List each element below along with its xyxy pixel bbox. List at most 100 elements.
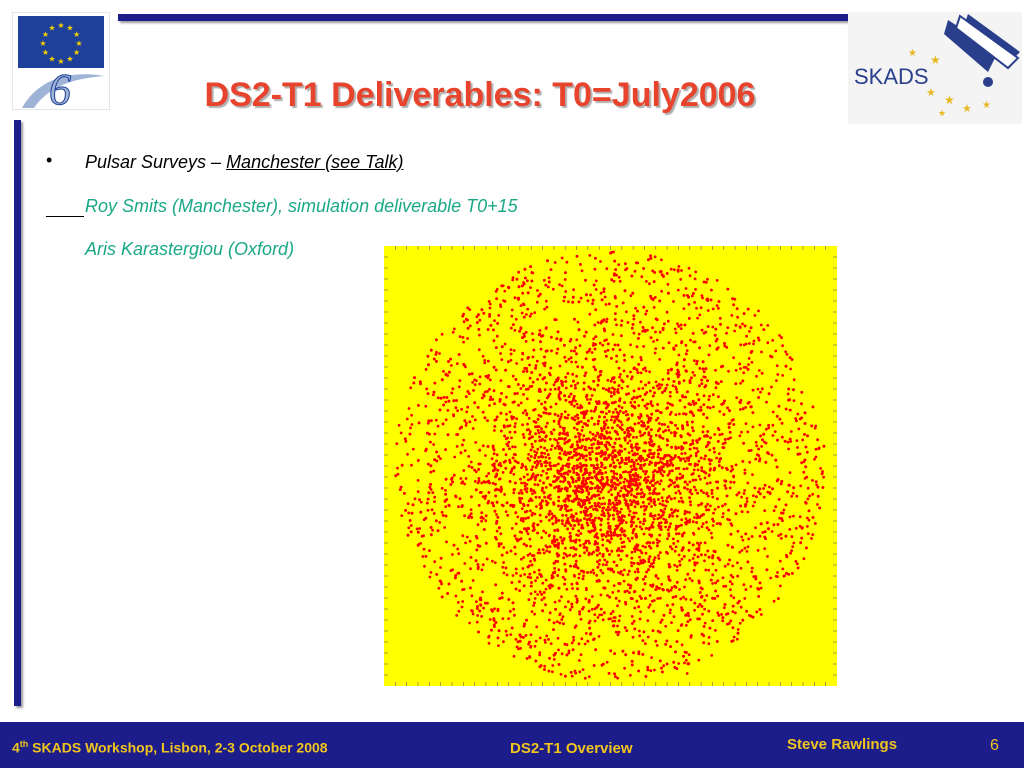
scatter-point	[623, 626, 627, 629]
scatter-point	[751, 504, 755, 508]
scatter-point	[499, 305, 503, 308]
scatter-point	[627, 460, 631, 463]
scatter-point	[492, 389, 496, 393]
scatter-point	[491, 444, 495, 448]
scatter-point	[506, 436, 509, 440]
scatter-point	[746, 430, 750, 434]
scatter-point	[629, 370, 632, 374]
scatter-point	[633, 269, 637, 273]
scatter-point	[633, 570, 637, 574]
scatter-point	[614, 437, 618, 441]
scatter-point	[629, 470, 633, 474]
scatter-point	[521, 291, 525, 295]
scatter-point	[678, 472, 682, 476]
manchester-talk-link[interactable]: Manchester (see Talk)	[226, 152, 404, 172]
scatter-point	[647, 433, 651, 437]
scatter-point	[461, 600, 465, 603]
scatter-point	[684, 287, 688, 290]
scatter-point	[699, 409, 702, 412]
scatter-point	[692, 340, 696, 344]
scatter-point	[497, 488, 501, 492]
scatter-point	[663, 507, 667, 511]
scatter-point	[646, 665, 650, 669]
scatter-point	[621, 573, 625, 577]
scatter-point	[518, 496, 521, 500]
scatter-point	[603, 339, 606, 342]
scatter-point	[646, 454, 650, 457]
scatter-point	[773, 430, 777, 433]
scatter-point	[675, 478, 679, 481]
scatter-point	[743, 468, 747, 472]
scatter-point	[602, 424, 606, 428]
scatter-point	[738, 434, 742, 438]
skads-logo-text: SKADS	[854, 64, 929, 89]
scatter-point	[540, 598, 544, 602]
scatter-point	[533, 483, 537, 486]
scatter-point	[564, 486, 568, 489]
scatter-point	[451, 330, 455, 334]
scatter-point	[782, 508, 786, 512]
scatter-point	[752, 342, 755, 346]
scatter-point	[670, 547, 674, 551]
scatter-point	[606, 511, 610, 515]
scatter-point	[416, 479, 420, 482]
scatter-point	[673, 496, 677, 500]
scatter-point	[534, 579, 537, 583]
scatter-point	[658, 502, 662, 505]
scatter-point	[674, 431, 677, 435]
scatter-point	[692, 446, 696, 450]
scatter-point	[734, 382, 738, 386]
scatter-point	[488, 398, 492, 402]
scatter-point	[616, 458, 619, 462]
scatter-point	[606, 521, 610, 525]
scatter-point	[721, 512, 725, 515]
scatter-point	[674, 545, 678, 549]
scatter-point	[637, 337, 640, 340]
scatter-point	[591, 595, 594, 598]
scatter-point	[492, 623, 496, 627]
scatter-point	[792, 378, 796, 382]
scatter-point	[529, 633, 533, 637]
scatter-point	[511, 456, 515, 460]
scatter-point	[594, 288, 598, 291]
scatter-point	[648, 564, 652, 568]
scatter-point	[629, 294, 633, 298]
scatter-point	[745, 500, 749, 503]
scatter-point	[584, 632, 588, 635]
scatter-point	[630, 550, 634, 554]
scatter-point	[757, 396, 760, 399]
scatter-point	[777, 498, 781, 501]
scatter-point	[429, 488, 433, 491]
scatter-point	[639, 464, 643, 467]
scatter-point	[438, 408, 442, 412]
scatter-point	[533, 512, 537, 516]
scatter-point	[714, 327, 718, 331]
scatter-point	[495, 453, 499, 457]
scatter-point	[569, 384, 573, 388]
scatter-point	[586, 523, 590, 527]
scatter-point	[519, 477, 522, 481]
scatter-point	[695, 447, 699, 450]
scatter-point	[701, 612, 704, 616]
scatter-point	[400, 514, 404, 517]
scatter-point	[553, 567, 556, 570]
scatter-point	[545, 549, 549, 553]
scatter-point	[719, 322, 722, 326]
scatter-point	[737, 491, 741, 495]
scatter-point	[598, 341, 602, 345]
scatter-point	[607, 490, 611, 494]
scatter-point	[528, 363, 531, 367]
scatter-point	[555, 439, 559, 442]
scatter-point	[652, 476, 655, 479]
scatter-point	[674, 413, 678, 416]
scatter-point	[697, 474, 701, 478]
eu-star-icon: ★	[75, 39, 82, 48]
scatter-point	[481, 410, 485, 414]
scatter-point	[655, 644, 659, 647]
scatter-point	[613, 343, 617, 347]
scatter-point	[572, 554, 575, 558]
scatter-point	[580, 429, 584, 432]
scatter-point	[649, 435, 653, 438]
scatter-point	[569, 524, 573, 527]
scatter-point	[683, 452, 687, 455]
